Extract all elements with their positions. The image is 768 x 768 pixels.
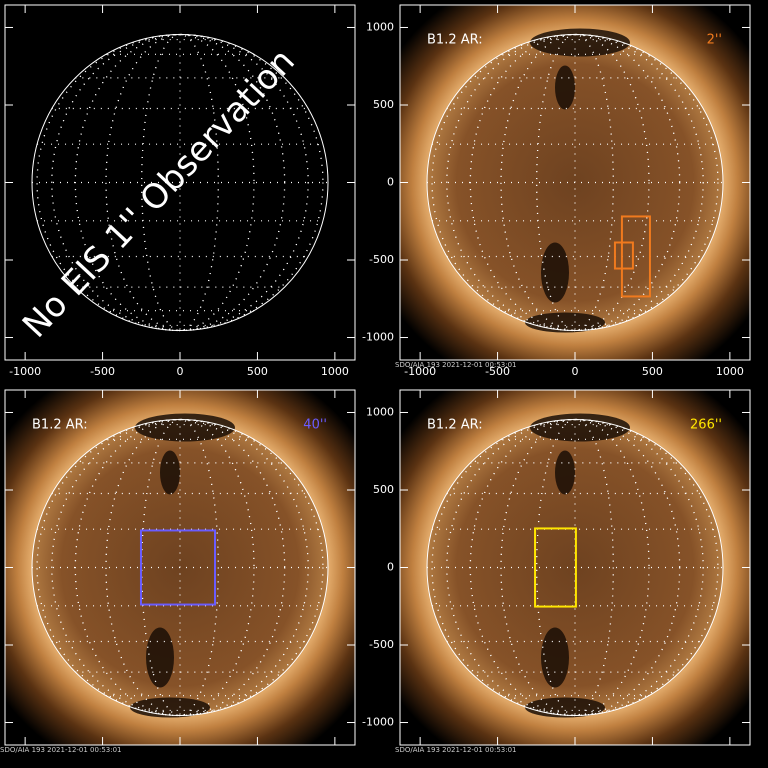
footer: SDO/AIA 193 2021-12-01 00:53:01	[395, 361, 517, 369]
limb	[426, 419, 724, 716]
resolution-label: 2''	[707, 33, 722, 48]
meridian	[469, 418, 681, 717]
meridian	[431, 33, 719, 332]
resolution-label: 40''	[303, 418, 327, 433]
y-tick-label: -1000	[362, 716, 394, 729]
meridian	[105, 33, 255, 332]
y-tick-label: 0	[387, 561, 394, 574]
coronal-hole	[555, 65, 575, 110]
meridian	[141, 33, 219, 332]
y-tick-label: -500	[369, 253, 394, 266]
x-tick-label: 1000	[716, 365, 744, 378]
panel-label: B1.2 AR:	[32, 418, 88, 433]
coronal-hole	[530, 413, 630, 442]
x-tick-label: 500	[247, 365, 268, 378]
plot-area	[400, 5, 750, 360]
y-tick-label: 1000	[366, 405, 394, 418]
meridian	[74, 418, 286, 717]
coronal-hole	[541, 627, 569, 688]
plot-area	[5, 390, 355, 745]
panel: -1000 -500 0 500 1000 B1.2 AR: 266'' SDO/AIA 19…	[362, 389, 751, 754]
meridian	[74, 33, 286, 332]
x-tick-label: 0	[572, 365, 579, 378]
plot-area	[400, 390, 750, 745]
x-tick-label: -500	[90, 365, 115, 378]
meridian	[105, 418, 255, 717]
limb	[31, 419, 329, 716]
y-tick-label: -1000	[362, 331, 394, 344]
fov-box	[534, 527, 577, 608]
fov-box	[620, 215, 651, 298]
coronal-hole	[530, 28, 630, 57]
x-tick-label: 1000	[321, 365, 349, 378]
meridian	[500, 33, 650, 332]
coronal-hole	[555, 450, 575, 495]
plot-area	[31, 33, 329, 332]
no-observation-note: No EIS 1'' Observation	[15, 41, 303, 346]
fov-box	[139, 529, 216, 606]
heliographic-grid	[32, 33, 328, 332]
coronal-hole	[146, 627, 174, 688]
meridian	[141, 418, 219, 717]
resolution-label: 266''	[690, 418, 722, 433]
coronal-hole	[135, 413, 235, 442]
meridian	[500, 418, 650, 717]
y-tick-label: 500	[373, 483, 394, 496]
y-tick-label: -500	[369, 638, 394, 651]
x-tick-label: -1000	[9, 365, 41, 378]
footer: SDO/AIA 193 2021-12-01 00:53:01	[0, 746, 122, 754]
fov-box	[613, 241, 634, 270]
limb	[426, 34, 724, 331]
panel-label: B1.2 AR:	[427, 418, 483, 433]
y-tick-label: 500	[373, 98, 394, 111]
limb	[31, 34, 329, 331]
meridian	[36, 33, 324, 332]
x-tick-label: 500	[642, 365, 663, 378]
meridian	[36, 418, 324, 717]
panel: B1.2 AR: 40'' SDO/AIA 193 2021-12-01 00:53…	[0, 389, 356, 754]
panel: -1000 -500 0 500 1000 No EIS 1'' Observation	[4, 4, 356, 378]
panel-label: B1.2 AR:	[427, 33, 483, 48]
footer: SDO/AIA 193 2021-12-01 00:53:01	[395, 746, 517, 754]
x-tick-label: 0	[177, 365, 184, 378]
x-tick-label: -500	[485, 365, 510, 378]
panel: -1000 -500 0 500 1000 -1000 -500 0 500 1000 B1.2 A…	[362, 4, 751, 378]
y-tick-label: 1000	[366, 20, 394, 33]
meridian	[469, 33, 681, 332]
meridian	[431, 418, 719, 717]
x-tick-label: -1000	[404, 365, 436, 378]
coronal-hole	[160, 450, 180, 495]
y-tick-label: 0	[387, 176, 394, 189]
coronal-hole	[541, 242, 569, 303]
